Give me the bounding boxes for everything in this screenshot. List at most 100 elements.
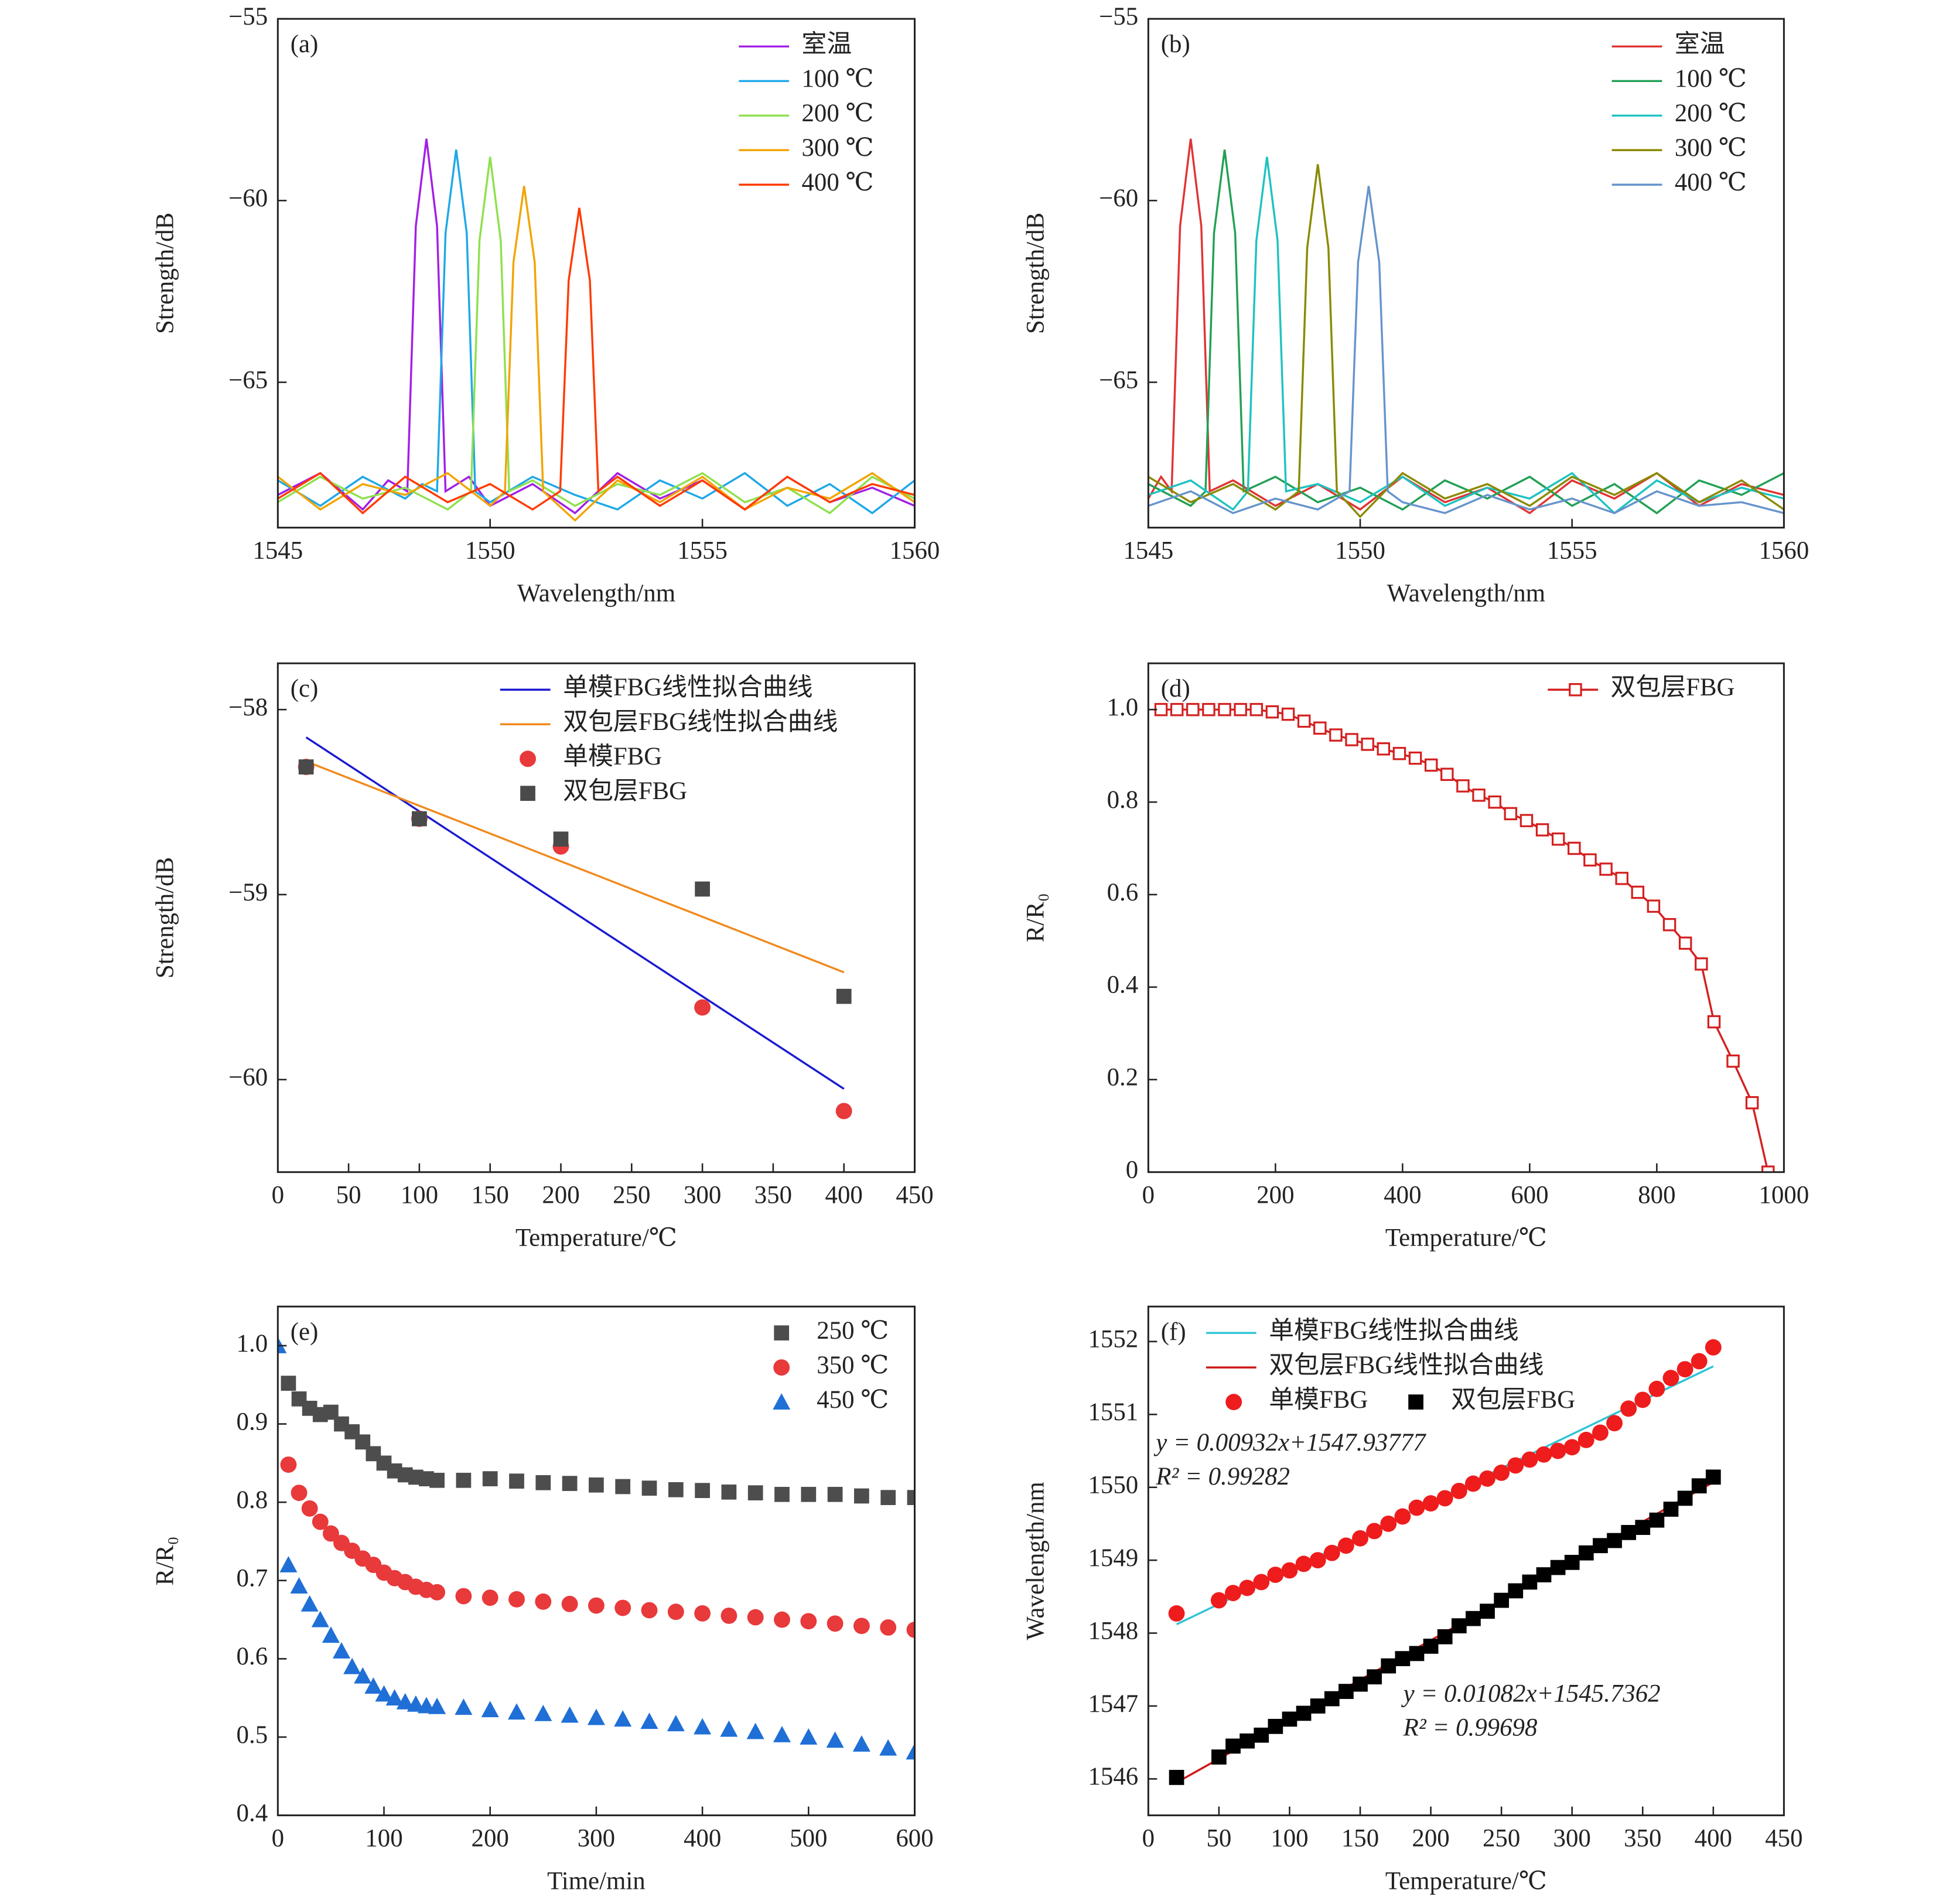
marker bbox=[280, 1456, 297, 1473]
marker bbox=[456, 1472, 472, 1488]
y-tick-label: −65 bbox=[1099, 366, 1138, 394]
marker bbox=[1648, 1380, 1665, 1397]
marker bbox=[1381, 1658, 1396, 1674]
y-tick-label: −55 bbox=[1099, 3, 1138, 30]
marker bbox=[535, 1475, 551, 1490]
series-line bbox=[278, 186, 915, 522]
frame bbox=[276, 18, 916, 529]
marker bbox=[1662, 1370, 1679, 1387]
marker bbox=[1409, 1646, 1425, 1661]
marker bbox=[1607, 1533, 1622, 1548]
marker bbox=[827, 1615, 844, 1632]
legend-label: 单模FBG线性拟合曲线 bbox=[1269, 1317, 1518, 1345]
x-tick-label: 500 bbox=[790, 1824, 827, 1852]
marker bbox=[301, 1595, 319, 1612]
plot-area bbox=[1154, 702, 1775, 1172]
x-tick-label: 300 bbox=[578, 1824, 615, 1852]
marker bbox=[800, 1728, 818, 1745]
x-tick-label: 200 bbox=[542, 1181, 579, 1209]
marker bbox=[1267, 1567, 1284, 1583]
frame bbox=[276, 662, 916, 1173]
marker bbox=[835, 1103, 852, 1120]
marker bbox=[1202, 702, 1215, 717]
marker bbox=[1615, 872, 1628, 885]
x-tick-label: 300 bbox=[684, 1181, 721, 1209]
marker bbox=[827, 1486, 843, 1502]
y-tick-label: −65 bbox=[228, 366, 268, 394]
marker bbox=[1422, 1495, 1439, 1512]
marker bbox=[746, 1722, 764, 1739]
marker bbox=[1423, 1639, 1439, 1654]
x-tick-label: 50 bbox=[1206, 1824, 1231, 1852]
marker bbox=[1366, 1523, 1383, 1540]
x-tick-label: 600 bbox=[1511, 1181, 1548, 1209]
marker bbox=[1324, 1691, 1340, 1707]
marker bbox=[1472, 788, 1486, 802]
marker bbox=[1592, 1424, 1609, 1441]
legend-label: 300 ℃ bbox=[801, 134, 873, 162]
legend-label: 200 ℃ bbox=[1675, 100, 1747, 127]
y-tick-label: −60 bbox=[1099, 185, 1138, 212]
marker bbox=[1281, 1562, 1298, 1579]
marker bbox=[667, 1603, 684, 1620]
marker bbox=[1564, 1555, 1580, 1570]
x-tick-label: 400 bbox=[684, 1824, 721, 1852]
y-axis-label: Wavelength/nm bbox=[1022, 1482, 1049, 1640]
marker bbox=[1352, 1530, 1368, 1547]
legend-marker bbox=[773, 1359, 790, 1376]
marker bbox=[508, 1591, 525, 1608]
marker bbox=[1353, 1676, 1368, 1692]
marker bbox=[1577, 1431, 1594, 1448]
marker bbox=[1535, 823, 1549, 837]
marker bbox=[396, 1693, 414, 1710]
marker bbox=[774, 1486, 790, 1502]
marker bbox=[429, 1584, 446, 1601]
legend-label: 单模FBG bbox=[563, 743, 662, 770]
marker bbox=[1253, 1574, 1270, 1591]
legend-label: 单模FBG线性拟合曲线 bbox=[563, 674, 812, 701]
marker bbox=[720, 1720, 738, 1737]
y-tick-label: 0.9 bbox=[237, 1408, 268, 1435]
marker bbox=[428, 1697, 446, 1714]
y-tick-label: 1549 bbox=[1088, 1544, 1138, 1572]
marker bbox=[322, 1626, 340, 1643]
marker bbox=[1494, 1592, 1510, 1608]
marker bbox=[1662, 918, 1676, 932]
annotation: R² = 0.99282 bbox=[1155, 1463, 1290, 1490]
marker bbox=[1169, 1770, 1184, 1785]
marker bbox=[279, 1556, 298, 1572]
marker bbox=[667, 1715, 685, 1732]
x-tick-label: 0 bbox=[272, 1824, 284, 1852]
marker bbox=[694, 1718, 712, 1735]
series-line bbox=[305, 760, 845, 974]
marker bbox=[1392, 746, 1406, 760]
marker bbox=[1249, 702, 1264, 717]
marker bbox=[1606, 1415, 1623, 1432]
marker bbox=[1450, 1482, 1467, 1499]
x-tick-label: 200 bbox=[472, 1824, 509, 1852]
marker bbox=[455, 1588, 472, 1605]
marker bbox=[1620, 1400, 1637, 1417]
marker bbox=[1707, 1015, 1721, 1029]
marker bbox=[1705, 1469, 1721, 1485]
marker bbox=[1549, 1442, 1566, 1459]
marker bbox=[1297, 714, 1311, 728]
x-tick-label: 450 bbox=[1765, 1824, 1802, 1852]
marker bbox=[854, 1488, 869, 1504]
legend-label: 400 ℃ bbox=[801, 169, 873, 196]
marker bbox=[773, 1725, 791, 1742]
marker bbox=[826, 1731, 844, 1748]
marker bbox=[1377, 742, 1391, 756]
marker bbox=[482, 1589, 498, 1606]
marker bbox=[301, 1500, 318, 1517]
marker bbox=[747, 1609, 764, 1626]
marker bbox=[312, 1513, 329, 1530]
marker bbox=[588, 1597, 605, 1614]
marker bbox=[385, 1689, 404, 1706]
marker bbox=[1521, 1451, 1538, 1468]
y-tick-label: 1548 bbox=[1088, 1617, 1138, 1644]
marker bbox=[1282, 1711, 1297, 1727]
marker bbox=[509, 1473, 524, 1489]
x-tick-label: 0 bbox=[1142, 1824, 1155, 1852]
